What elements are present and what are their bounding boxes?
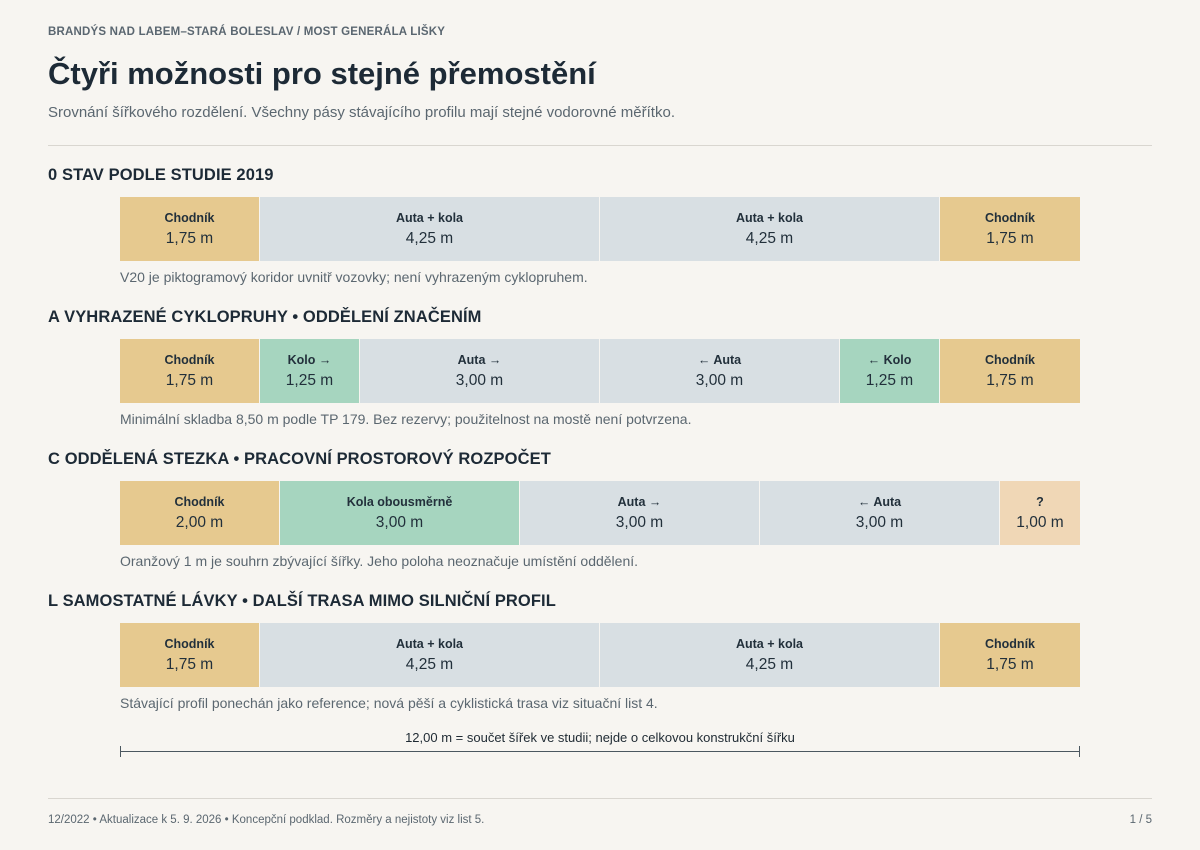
top-divider xyxy=(48,145,1152,146)
scale-tick-left xyxy=(120,746,121,757)
band-walk: Chodník 1,75 m xyxy=(940,197,1080,261)
variant-heading: C ODDĚLENÁ STEZKA • PRACOVNÍ PROSTOROVÝ … xyxy=(48,450,551,468)
band-width: 4,25 m xyxy=(405,656,454,673)
band-label: Chodník xyxy=(985,210,1035,225)
footer-text: 12/2022 • Aktualizace k 5. 9. 2026 • Kon… xyxy=(48,814,485,826)
band-label: Kola obousměrně xyxy=(346,494,453,509)
band-label: Auta + kola xyxy=(735,210,804,225)
scale-line xyxy=(120,751,1080,752)
band-label: Auta + kola xyxy=(395,636,464,651)
band-label: Auta + kola xyxy=(395,210,464,225)
band-car: Auta + kola 4,25 m xyxy=(260,623,600,687)
cross-section-bar: Chodník 2,00 m Kola obousměrně 3,00 m Auta →… xyxy=(120,481,1080,545)
band-width: 1,75 m xyxy=(986,372,1034,389)
band-car: Auta + kola 4,25 m xyxy=(260,197,600,261)
band-width: 1,75 m xyxy=(165,656,214,673)
band-width: 4,25 m xyxy=(745,656,794,673)
variant-note: V20 je piktogramový koridor uvnitř vozov… xyxy=(120,269,588,285)
variant-c: C ODDĚLENÁ STEZKA • PRACOVNÍ PROSTOROVÝ … xyxy=(48,450,1152,569)
band-width: 3,00 m xyxy=(615,514,664,531)
band-label: Chodník xyxy=(164,636,215,651)
band-bike: Kolo → 1,25 m xyxy=(260,339,360,403)
scale-tick-right xyxy=(1079,746,1080,757)
variant-note: Oranžový 1 m je souhrn zbývající šířky. … xyxy=(120,553,639,569)
band-label: Chodník xyxy=(164,352,215,367)
band-width: 1,25 m xyxy=(285,372,334,389)
band-width: 3,00 m xyxy=(855,514,904,531)
band-label: ← Kolo xyxy=(867,352,912,367)
band-car: Auta + kola 4,25 m xyxy=(600,623,940,687)
band-width: 3,00 m xyxy=(695,372,744,389)
band-width: 3,00 m xyxy=(375,514,424,531)
kicker-breadcrumb: BRANDÝS NAD LABEM–STARÁ BOLESLAV / MOST … xyxy=(48,26,446,38)
bottom-divider xyxy=(48,798,1152,799)
scale-bar: 12,00 m = součet šířek ve studii; nejde … xyxy=(120,730,1080,760)
band-label: Chodník xyxy=(164,210,215,225)
band-width: 4,25 m xyxy=(745,230,794,247)
band-walk: Chodník 1,75 m xyxy=(120,197,260,261)
band-walk: Chodník 1,75 m xyxy=(940,623,1080,687)
band-label: Auta → xyxy=(617,494,662,509)
band-label: Auta + kola xyxy=(735,636,804,651)
cross-section-bar: Chodník 1,75 m Auta + kola 4,25 m Auta + kol… xyxy=(120,197,1080,261)
band-car: ← Auta 3,00 m xyxy=(760,481,1000,545)
band-width: 1,75 m xyxy=(986,656,1034,673)
band-unknown: ? 1,00 m xyxy=(1000,481,1080,545)
band-car: Auta → 3,00 m xyxy=(360,339,600,403)
band-label: ← Auta xyxy=(857,494,902,509)
band-walk: Chodník 2,00 m xyxy=(120,481,280,545)
band-width: 1,75 m xyxy=(165,372,214,389)
band-label: Chodník xyxy=(985,636,1035,651)
page-title: Čtyři možnosti pro stejné přemostění xyxy=(48,56,596,91)
variant-0: 0 STAV PODLE STUDIE 2019 Chodník 1,75 m Au… xyxy=(48,166,1152,285)
band-label: Kolo → xyxy=(287,352,332,367)
variant-heading: L SAMOSTATNÉ LÁVKY • DALŠÍ TRASA MIMO SI… xyxy=(48,592,556,610)
variant-heading: A VYHRAZENÉ CYKLOPRUHY • ODDĚLENÍ ZNAČEN… xyxy=(48,308,482,326)
band-label: Auta → xyxy=(457,352,502,367)
band-width: 1,00 m xyxy=(1016,514,1064,531)
variant-l: L SAMOSTATNÉ LÁVKY • DALŠÍ TRASA MIMO SI… xyxy=(48,592,1152,711)
variant-note: Minimální skladba 8,50 m podle TP 179. B… xyxy=(120,411,692,427)
variant-a: A VYHRAZENÉ CYKLOPRUHY • ODDĚLENÍ ZNAČEN… xyxy=(48,308,1152,427)
band-car: Auta → 3,00 m xyxy=(520,481,760,545)
band-width: 3,00 m xyxy=(455,372,504,389)
band-car: ← Auta 3,00 m xyxy=(600,339,840,403)
band-label: Chodník xyxy=(174,494,225,509)
scale-caption: 12,00 m = součet šířek ve studii; nejde … xyxy=(405,730,795,745)
band-width: 1,25 m xyxy=(865,372,914,389)
band-bike: ← Kolo 1,25 m xyxy=(840,339,940,403)
cross-section-bar: Chodník 1,75 m Auta + kola 4,25 m Auta + kol… xyxy=(120,623,1080,687)
band-walk: Chodník 1,75 m xyxy=(120,339,260,403)
band-bike: Kola obousměrně 3,00 m xyxy=(280,481,520,545)
band-width: 2,00 m xyxy=(175,514,224,531)
band-label: ? xyxy=(1036,494,1044,509)
page-number: 1 / 5 xyxy=(1129,814,1152,826)
band-walk: Chodník 1,75 m xyxy=(940,339,1080,403)
band-width: 1,75 m xyxy=(165,230,214,247)
cross-section-bar: Chodník 1,75 m Kolo → 1,25 m Auta → 3,00 m ← A… xyxy=(120,339,1080,403)
band-width: 1,75 m xyxy=(986,230,1034,247)
band-walk: Chodník 1,75 m xyxy=(120,623,260,687)
band-car: Auta + kola 4,25 m xyxy=(600,197,940,261)
band-label: ← Auta xyxy=(697,352,742,367)
variant-heading: 0 STAV PODLE STUDIE 2019 xyxy=(48,166,274,184)
variant-note: Stávající profil ponechán jako reference… xyxy=(120,695,658,711)
band-label: Chodník xyxy=(985,352,1035,367)
band-width: 4,25 m xyxy=(405,230,454,247)
page-subtitle: Srovnání šířkového rozdělení. Všechny pá… xyxy=(48,104,675,121)
